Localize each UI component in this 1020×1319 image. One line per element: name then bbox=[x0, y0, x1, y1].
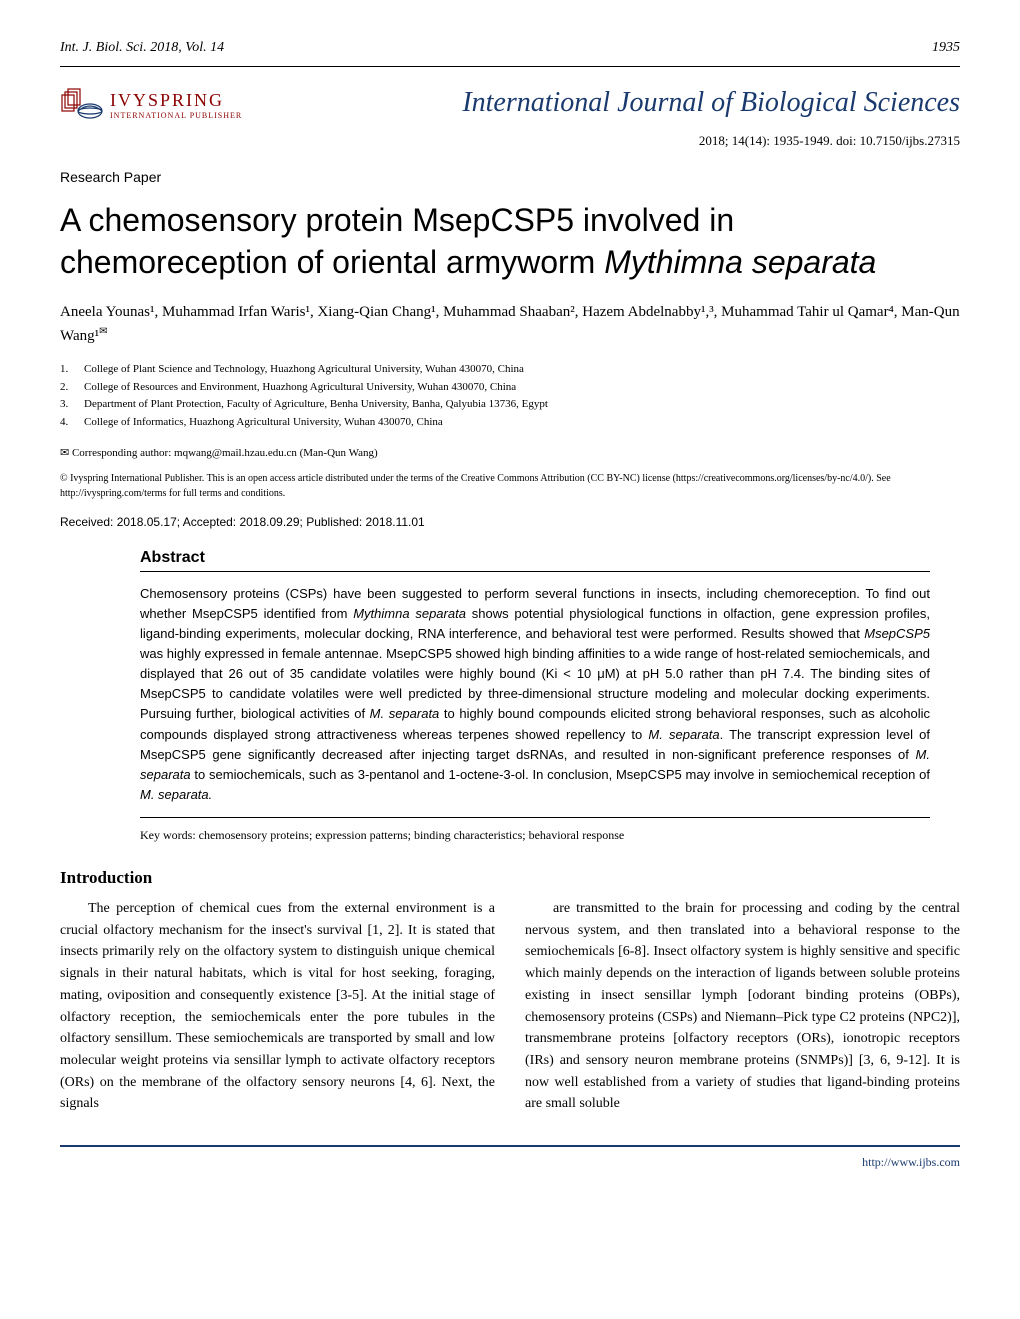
page-number: 1935 bbox=[932, 40, 960, 56]
publisher-logo: IVYSPRING INTERNATIONAL PUBLISHER bbox=[60, 87, 242, 123]
abstract-part: to semiochemicals, such as 3-pentanol an… bbox=[191, 767, 930, 782]
affil-text: College of Plant Science and Technology,… bbox=[84, 361, 524, 379]
running-header: Int. J. Biol. Sci. 2018, Vol. 14 1935 bbox=[60, 40, 960, 56]
journal-title: International Journal of Biological Scie… bbox=[462, 87, 960, 119]
abstract-species: M. separata. bbox=[140, 787, 212, 802]
authors-text: Aneela Younas¹, Muhammad Irfan Waris¹, X… bbox=[60, 304, 960, 344]
article-title: A chemosensory protein MsepCSP5 involved… bbox=[60, 200, 960, 283]
affil-text: Department of Plant Protection, Faculty … bbox=[84, 396, 548, 414]
header-volume: Vol. 14 bbox=[185, 40, 224, 55]
publisher-text-block: IVYSPRING INTERNATIONAL PUBLISHER bbox=[110, 90, 242, 120]
footer-url: http://www.ijbs.com bbox=[60, 1155, 960, 1170]
corresponding-icon: ✉ bbox=[99, 326, 107, 337]
affiliation-3: 3. Department of Plant Protection, Facult… bbox=[60, 396, 960, 414]
abstract-gene: MsepCSP5 bbox=[864, 626, 930, 641]
body-columns: The perception of chemical cues from the… bbox=[60, 898, 960, 1115]
abstract-body: Chemosensory proteins (CSPs) have been s… bbox=[140, 584, 930, 819]
publisher-journal-row: IVYSPRING INTERNATIONAL PUBLISHER Intern… bbox=[60, 87, 960, 123]
affil-num: 1. bbox=[60, 361, 74, 379]
publisher-name: IVYSPRING bbox=[110, 90, 242, 111]
keywords: Key words: chemosensory proteins; expres… bbox=[140, 828, 930, 843]
affil-text: College of Resources and Environment, Hu… bbox=[84, 379, 516, 397]
introduction-heading: Introduction bbox=[60, 868, 960, 888]
citation-line: 2018; 14(14): 1935-1949. doi: 10.7150/ij… bbox=[60, 133, 960, 149]
paper-type: Research Paper bbox=[60, 169, 960, 185]
affiliations-list: 1. College of Plant Science and Technolog… bbox=[60, 361, 960, 431]
ivyspring-logo-icon bbox=[60, 87, 104, 123]
footer-divider bbox=[60, 1145, 960, 1147]
publisher-tagline: INTERNATIONAL PUBLISHER bbox=[110, 111, 242, 120]
header-year: 2018 bbox=[150, 40, 178, 55]
abstract-species: M. separata bbox=[370, 706, 440, 721]
affil-num: 3. bbox=[60, 396, 74, 414]
abstract-heading: Abstract bbox=[140, 549, 930, 572]
affil-text: College of Informatics, Huazhong Agricul… bbox=[84, 414, 443, 432]
abstract-species: Mythimna separata bbox=[353, 606, 466, 621]
abstract-section: Abstract Chemosensory proteins (CSPs) ha… bbox=[140, 549, 930, 844]
journal-abbrev: Int. J. Biol. Sci. bbox=[60, 40, 147, 55]
intro-paragraph-right: are transmitted to the brain for process… bbox=[525, 898, 960, 1115]
affiliation-2: 2. College of Resources and Environment, … bbox=[60, 379, 960, 397]
affiliation-4: 4. College of Informatics, Huazhong Agric… bbox=[60, 414, 960, 432]
header-divider bbox=[60, 66, 960, 67]
column-left: The perception of chemical cues from the… bbox=[60, 898, 495, 1115]
affil-num: 2. bbox=[60, 379, 74, 397]
author-list: Aneela Younas¹, Muhammad Irfan Waris¹, X… bbox=[60, 301, 960, 347]
abstract-species: M. separata bbox=[648, 727, 719, 742]
affil-num: 4. bbox=[60, 414, 74, 432]
intro-paragraph-left: The perception of chemical cues from the… bbox=[60, 898, 495, 1115]
publication-dates: Received: 2018.05.17; Accepted: 2018.09.… bbox=[60, 515, 960, 529]
license-text: © Ivyspring International Publisher. Thi… bbox=[60, 471, 960, 501]
column-right: are transmitted to the brain for process… bbox=[525, 898, 960, 1115]
correspondence: ✉ Corresponding author: mqwang@mail.hzau… bbox=[60, 446, 960, 459]
affiliation-1: 1. College of Plant Science and Technolog… bbox=[60, 361, 960, 379]
title-species: Mythimna separata bbox=[604, 244, 876, 280]
journal-short-citation: Int. J. Biol. Sci. 2018, Vol. 14 bbox=[60, 40, 224, 56]
